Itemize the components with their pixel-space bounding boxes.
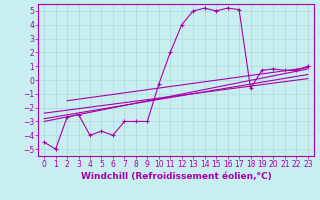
X-axis label: Windchill (Refroidissement éolien,°C): Windchill (Refroidissement éolien,°C) bbox=[81, 172, 271, 181]
